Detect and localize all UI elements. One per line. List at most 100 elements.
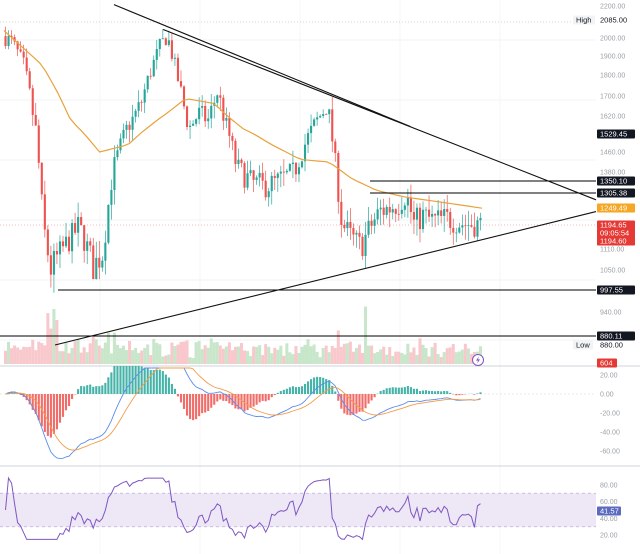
volume-bar xyxy=(370,345,374,364)
macd-histogram-bar xyxy=(303,383,307,394)
price-tick-label: 1620.00 xyxy=(600,114,625,121)
macd-histogram-bar xyxy=(364,394,367,409)
volume-bar xyxy=(103,342,107,364)
macd-histogram-bar xyxy=(146,368,149,394)
candle-body xyxy=(58,241,62,255)
candle-body xyxy=(361,236,364,257)
price-marker: 2085.00 High xyxy=(573,15,637,25)
volume-bar xyxy=(364,306,368,364)
volume-bar xyxy=(22,346,26,364)
candle-body xyxy=(249,170,252,174)
candle-body xyxy=(331,109,334,142)
candle-body xyxy=(382,207,385,215)
candle xyxy=(161,29,164,40)
candle xyxy=(58,235,62,269)
volume-bar xyxy=(128,340,132,364)
macd-histogram-bar xyxy=(258,394,261,403)
macd-histogram-bar xyxy=(267,394,270,401)
volume-bar xyxy=(112,332,116,364)
volume-bar xyxy=(149,355,153,364)
candle-body xyxy=(270,175,273,192)
candle xyxy=(231,132,234,151)
candle-body xyxy=(10,35,13,38)
signal-line xyxy=(5,367,481,451)
macd-histogram-bar xyxy=(173,388,176,394)
volume-bar xyxy=(143,347,147,364)
volume-bar xyxy=(131,350,135,364)
volume-bar xyxy=(31,339,35,364)
candle-body xyxy=(267,191,270,198)
volume-bar xyxy=(25,347,29,364)
macd-histogram-bar xyxy=(313,377,316,394)
price-tick-label: 1700.00 xyxy=(600,94,625,101)
candle-body xyxy=(119,138,122,151)
volume-bar xyxy=(173,346,177,364)
volume-bar xyxy=(19,349,23,364)
candle-body xyxy=(306,133,310,145)
lightning-icon[interactable] xyxy=(472,354,484,366)
volume-marker: 604 xyxy=(597,358,617,368)
candle-body xyxy=(409,197,412,213)
macd-histogram-bar xyxy=(246,394,249,411)
price-marker: 997.55 xyxy=(597,285,635,295)
volume-bar xyxy=(236,346,240,364)
price-marker-value: 880.00 xyxy=(600,341,623,350)
candle-body xyxy=(288,163,291,171)
volume-bar xyxy=(427,356,431,364)
price-marker-label-bg xyxy=(573,340,593,350)
candle-body xyxy=(391,209,394,213)
volume-bar xyxy=(200,349,204,364)
macd-histogram-bar xyxy=(161,370,164,394)
macd-histogram-bar xyxy=(249,394,252,408)
volume-bar xyxy=(79,352,83,364)
macd-histogram-bar xyxy=(294,387,298,394)
candle xyxy=(52,243,55,293)
volume-bar xyxy=(70,347,74,364)
candle xyxy=(34,102,37,127)
macd-histogram-bar xyxy=(373,394,376,398)
volume-bar xyxy=(146,344,150,364)
macd-histogram-bar xyxy=(98,386,101,394)
candle xyxy=(403,202,406,218)
volume-bar xyxy=(388,347,392,364)
candle xyxy=(176,53,180,82)
macd-histogram-bar xyxy=(264,394,267,402)
macd-histogram-bar xyxy=(179,394,183,403)
candle xyxy=(125,120,128,139)
price-tick-label: 1380.00 xyxy=(600,170,625,177)
candle-body xyxy=(77,216,80,233)
price-marker-bg xyxy=(597,236,635,246)
candle-body xyxy=(107,204,110,243)
volume-bar xyxy=(121,345,126,364)
candle-body xyxy=(415,207,419,220)
price-tick-label: 940.00 xyxy=(600,310,622,317)
candle xyxy=(243,161,246,194)
volume-bar xyxy=(125,350,129,364)
candle xyxy=(346,210,349,236)
price-marker-bg xyxy=(597,285,635,295)
candle xyxy=(267,187,270,207)
candle xyxy=(25,48,28,76)
candle-body xyxy=(476,220,479,237)
candle xyxy=(170,33,173,62)
candle xyxy=(7,30,10,50)
candle xyxy=(452,218,455,245)
candle xyxy=(288,163,291,172)
macd-histogram-bar xyxy=(31,394,34,410)
volume-bar xyxy=(76,339,80,364)
candle-body xyxy=(228,117,231,136)
macd-histogram-bar xyxy=(403,387,406,394)
candle-body xyxy=(455,232,458,234)
macd-histogram-bar xyxy=(400,387,403,394)
macd-tick-label: 20.00 xyxy=(600,373,618,380)
candle-body xyxy=(146,75,149,90)
candle xyxy=(261,162,264,190)
candle xyxy=(337,150,340,214)
candle xyxy=(155,39,158,70)
macd-histogram-bar xyxy=(122,366,125,394)
macd-histogram-bar xyxy=(89,384,92,394)
volume-bar xyxy=(315,351,319,364)
candle-body xyxy=(403,205,406,210)
volume-bar xyxy=(58,351,62,364)
candle xyxy=(28,67,31,91)
